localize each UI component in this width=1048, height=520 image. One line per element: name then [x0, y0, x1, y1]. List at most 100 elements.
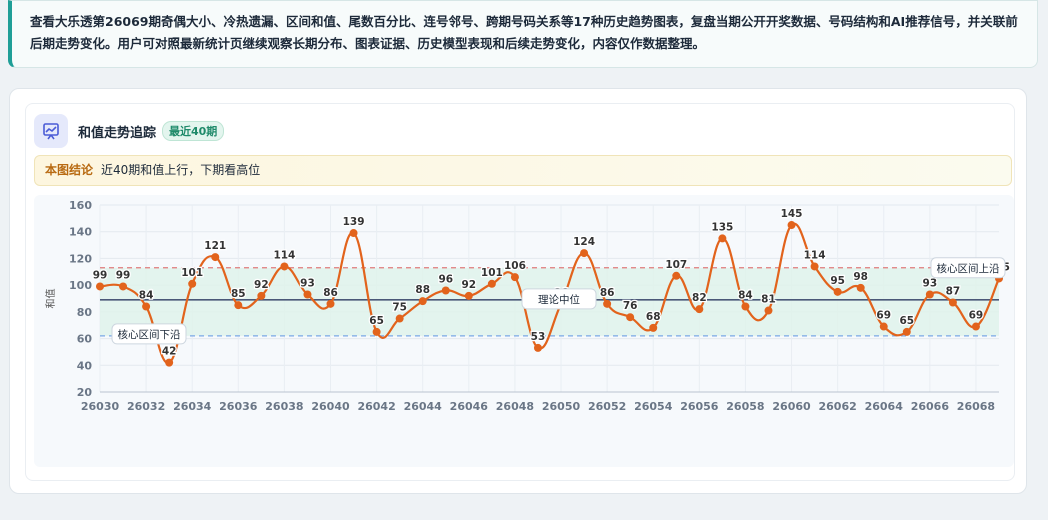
x-tick-label: 26034: [173, 400, 212, 413]
y-tick-label: 160: [69, 199, 92, 212]
point: [211, 253, 220, 262]
conclusion-text: 近40期和值上行，下期看高位: [101, 163, 261, 177]
median-annotation: 理论中位: [521, 288, 597, 310]
upper-annotation-text: 核心区间上沿: [937, 262, 1000, 275]
x-tick-label: 26044: [404, 400, 443, 413]
point: [349, 229, 358, 238]
y-tick-label: 40: [77, 359, 93, 372]
card-title: 和值走势追踪: [78, 126, 157, 141]
y-tick-label: 60: [77, 333, 93, 346]
median-annotation-text: 理论中位: [538, 293, 580, 306]
value-label: 81: [761, 294, 776, 306]
x-tick-label: 26052: [588, 400, 626, 413]
lower-annotation: 核心区间下沿: [111, 323, 187, 345]
value-label: 96: [438, 273, 453, 285]
value-label: 85: [231, 288, 246, 300]
point: [280, 262, 289, 271]
lower-annotation-text: 核心区间下沿: [118, 328, 181, 341]
card-frame: [25, 103, 1015, 481]
value-label: 86: [600, 287, 615, 299]
point: [902, 327, 911, 336]
x-tick-label: 26066: [911, 400, 950, 413]
lower-annotation-box: [111, 323, 187, 345]
value-label: 92: [254, 279, 269, 291]
value-label: 114: [273, 249, 295, 261]
point: [441, 286, 450, 295]
point: [533, 343, 542, 352]
value-label: 135: [711, 221, 733, 233]
point: [326, 299, 335, 308]
value-label: 75: [392, 302, 407, 314]
point: [510, 273, 519, 282]
x-tick-label: 26030: [81, 400, 120, 413]
value-label: 76: [623, 300, 638, 312]
point: [810, 262, 819, 271]
x-tick-label: 26038: [265, 400, 303, 413]
value-label: 69: [876, 310, 891, 322]
intro-text: 查看大乐透第26069期奇偶大小、冷热遗漏、区间和值、尾数百分比、连号邻号、跨期…: [8, 0, 1038, 68]
value-label: 93: [923, 277, 938, 289]
value-label: 114: [804, 249, 826, 261]
value-label: 69: [969, 310, 984, 322]
value-label: 106: [504, 260, 526, 272]
x-tick-label: 26032: [127, 400, 165, 413]
point: [464, 291, 473, 300]
x-tick-label: 26040: [311, 400, 350, 413]
point: [487, 279, 496, 288]
point: [718, 234, 727, 243]
x-tick-label: 26036: [219, 400, 258, 413]
point: [188, 279, 197, 288]
point: [603, 299, 612, 308]
x-tick-label: 26068: [957, 400, 995, 413]
point: [580, 249, 589, 258]
x-tick-label: 26064: [865, 400, 904, 413]
value-label: 101: [481, 267, 503, 279]
point: [234, 301, 243, 310]
y-tick-label: 100: [69, 279, 92, 292]
x-tick-label: 26062: [819, 400, 857, 413]
x-tick-label: 26046: [450, 400, 489, 413]
value-label: 145: [781, 208, 803, 220]
conclusion-label: 本图结论: [45, 163, 94, 177]
point: [764, 306, 773, 315]
value-label: 42: [162, 346, 177, 358]
upper-annotation-box: [930, 257, 1006, 279]
value-label: 88: [415, 284, 430, 296]
x-tick-label: 26048: [496, 400, 534, 413]
point: [925, 290, 934, 299]
value-label: 93: [300, 277, 315, 289]
point: [879, 322, 888, 331]
value-label: 95: [830, 275, 845, 287]
x-tick-label: 26060: [772, 400, 811, 413]
point: [971, 322, 980, 331]
value-label: 53: [531, 331, 546, 343]
value-label: 124: [573, 236, 595, 248]
chart-card: 和值走势追踪 最近40期 本图结论 近40期和值上行，下期看高位 20 40 60 80…: [9, 88, 1027, 494]
point: [165, 358, 174, 367]
y-tick-label: 80: [77, 306, 93, 319]
point: [672, 271, 681, 280]
value-label: 84: [738, 290, 753, 302]
chart-icon: [34, 114, 68, 148]
point: [948, 298, 957, 307]
value-label: 101: [181, 267, 203, 279]
x-tick-label: 26050: [542, 400, 581, 413]
value-label: 139: [343, 216, 365, 228]
point: [649, 323, 658, 332]
point: [695, 305, 704, 314]
value-label: 99: [93, 269, 108, 281]
point: [626, 313, 635, 322]
point: [257, 291, 266, 300]
y-tick-label: 140: [69, 226, 92, 239]
value-label: 98: [853, 271, 868, 283]
point: [96, 282, 104, 291]
value-label: 86: [323, 287, 338, 299]
point: [303, 290, 312, 299]
upper-annotation: 核心区间上沿: [930, 257, 1006, 279]
value-label: 121: [204, 240, 226, 252]
badge: 最近40期: [162, 121, 225, 141]
icon-glyph: [43, 123, 59, 140]
y-axis-label: 和值: [44, 289, 57, 309]
conclusion: 本图结论 近40期和值上行，下期看高位: [34, 155, 1012, 186]
